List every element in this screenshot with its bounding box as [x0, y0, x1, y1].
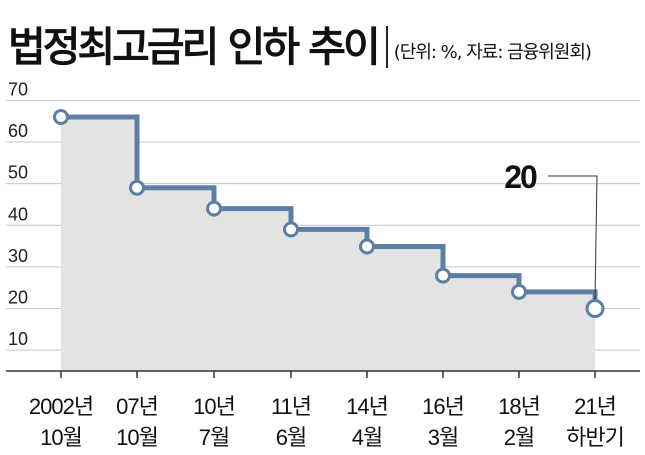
y-tick-label-30: 30	[8, 246, 28, 266]
chart-title: 법정최고금리 인하 추이	[8, 23, 381, 71]
data-point-2	[206, 200, 222, 217]
x-tick-label-6-line2: 2월	[504, 425, 534, 450]
title-divider	[385, 26, 388, 68]
area-fill	[61, 116, 595, 371]
x-tick-label-2-line1: 10년	[193, 394, 235, 419]
x-tick-label-6-line1: 18년	[498, 394, 540, 419]
data-point-7	[585, 299, 605, 319]
x-tick-label-4-line2: 4월	[352, 425, 382, 450]
data-point-4	[359, 238, 375, 255]
x-tick-label-3-line2: 6월	[276, 425, 306, 450]
data-point-6	[511, 283, 527, 300]
x-tick-label-0-line1: 2002년	[29, 394, 93, 419]
x-tick-label-4-line1: 14년	[346, 394, 388, 419]
y-tick-label-20: 20	[8, 288, 28, 308]
y-tick-label-40: 40	[8, 204, 28, 224]
x-tick-label-7-line1: 21년	[574, 394, 616, 419]
y-tick-label-60: 60	[8, 121, 28, 141]
annotation-leader-line	[548, 175, 598, 300]
data-point-0	[53, 108, 69, 125]
chart-header: 법정최고금리 인하 추이 (단위: %, 자료: 금융위원회)	[8, 8, 592, 71]
x-tick-label-2-line2: 7월	[199, 425, 229, 450]
x-tick-label-7-line2: 하반기	[566, 425, 624, 450]
data-point-5	[435, 267, 451, 284]
x-tick-label-0-line2: 10월	[40, 425, 82, 450]
annotation-value-label: 20	[504, 159, 537, 195]
x-tick-label-1-line1: 07년	[116, 394, 158, 419]
data-point-3	[283, 221, 299, 238]
y-tick-label-10: 10	[8, 329, 28, 349]
x-tick-label-1-line2: 10월	[116, 425, 158, 450]
data-point-1	[129, 179, 145, 196]
y-tick-label-70: 70	[8, 79, 28, 99]
y-tick-label-50: 50	[8, 163, 28, 183]
x-tick-label-3-line1: 11년	[271, 394, 311, 419]
chart-unit-note: (단위: %, 자료: 금융위원회)	[393, 42, 592, 64]
x-tick-label-5-line2: 3월	[428, 425, 458, 450]
x-tick-label-5-line1: 16년	[422, 394, 464, 419]
